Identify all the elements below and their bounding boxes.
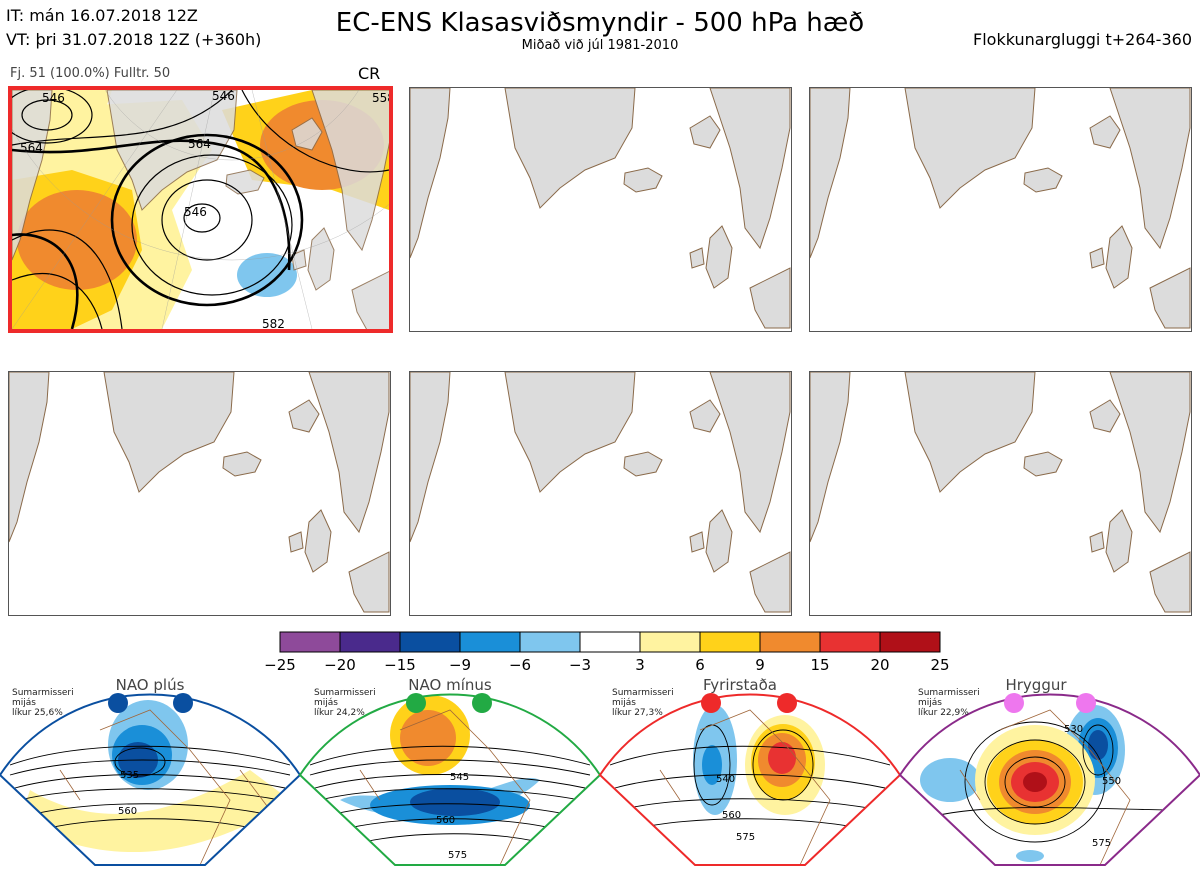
regime-contour-label: 575 <box>1092 838 1111 849</box>
regime-name-nao-plus: NAO plús <box>115 676 185 694</box>
contour-label: 558 <box>372 91 389 105</box>
classification-window: Flokkunargluggi t+264-360 <box>973 30 1192 49</box>
regime-fan-blocking: 540 560 575 <box>598 693 902 866</box>
regime-contour-label: 560 <box>722 810 741 821</box>
regime-marker <box>777 693 797 713</box>
header-times: IT: mán 16.07.2018 12Z VT: þri 31.07.201… <box>6 4 261 52</box>
regime-name-blocking: Fyrirstaða <box>703 676 777 694</box>
regime-contour-label: 575 <box>448 850 467 861</box>
colorbar <box>279 631 941 653</box>
colorbar-tick-label: 6 <box>695 656 705 674</box>
regime-contour-label: 560 <box>118 806 137 817</box>
cluster-map-panel-3[interactable] <box>809 87 1192 332</box>
cluster-map-panel-5[interactable] <box>409 371 792 616</box>
contour-label: 546 <box>42 91 65 105</box>
cluster-code: CR <box>358 64 381 83</box>
regime-contour-label: 530 <box>1064 724 1083 735</box>
colorbar-cell <box>339 631 401 653</box>
colorbar-tick-label: −15 <box>384 656 416 674</box>
cluster-map-panel-4[interactable] <box>8 371 391 616</box>
regime-marker <box>173 693 193 713</box>
contour-label: 546 <box>184 205 207 219</box>
colorbar-cell <box>519 631 581 653</box>
colorbar-cell <box>759 631 821 653</box>
colorbar-tick-label: 3 <box>635 656 645 674</box>
colorbar-tick-label: 9 <box>755 656 765 674</box>
colorbar-tick-label: −20 <box>324 656 356 674</box>
cluster-map-panel-1[interactable]: 546 564 564 546 558 582 546 <box>8 86 393 333</box>
colorbar-tick-label: −6 <box>508 656 532 674</box>
cluster-map-panel-6[interactable] <box>809 371 1192 616</box>
colorbar-cell <box>879 631 941 653</box>
regime-marker <box>108 693 128 713</box>
page-title: EC-ENS Klasasviðsmyndir - 500 hPa hæð <box>335 8 865 38</box>
regime-contour-label: 535 <box>120 770 139 781</box>
regime-contour-label: 575 <box>736 832 755 843</box>
page-subtitle: Miðað við júl 1981-2010 <box>521 38 679 53</box>
regime-fan-nao-minus: 545 560 575 <box>298 693 602 866</box>
regime-info-nao-plus: Sumarmisseri mijás líkur 25,6% <box>12 688 74 718</box>
regime-marker <box>472 693 492 713</box>
colorbar-cell <box>399 631 461 653</box>
contour-label: 564 <box>20 141 43 155</box>
regime-contour-label: 545 <box>450 772 469 783</box>
regime-marker <box>406 693 426 713</box>
regime-marker <box>701 693 721 713</box>
colorbar-tick-label: 15 <box>810 656 830 674</box>
regime-info-nao-minus: Sumarmisseri mijás líkur 24,2% <box>314 688 376 718</box>
colorbar-tick-label: −9 <box>448 656 472 674</box>
colorbar-cell <box>639 631 701 653</box>
cluster-stats: Fj. 51 (100.0%) Fulltr. 50 <box>10 66 171 81</box>
regime-fan-nao-plus: 535 560 <box>0 693 302 866</box>
contour-label: 564 <box>188 137 211 151</box>
colorbar-cell <box>699 631 761 653</box>
regime-contour-label: 540 <box>716 774 735 785</box>
contour-label: 546 <box>212 90 235 103</box>
regime-name-ridge: Hryggur <box>1005 676 1067 694</box>
valid-time: VT: þri 31.07.2018 12Z (+360h) <box>6 30 262 49</box>
colorbar-cell <box>459 631 521 653</box>
colorbar-tick-label: −3 <box>568 656 592 674</box>
regime-contour-label: 550 <box>1102 776 1121 787</box>
colorbar-tick-label: 20 <box>870 656 890 674</box>
regime-marker <box>1004 693 1024 713</box>
regime-marker <box>1076 693 1096 713</box>
regime-fan-ridge: 530 550 575 <box>898 693 1200 866</box>
regime-fans: 535 560 545 560 575 <box>0 693 1200 866</box>
contour-label: 582 <box>262 317 285 329</box>
regime-contour-label: 560 <box>436 815 455 826</box>
colorbar-tick-label: −25 <box>264 656 296 674</box>
regime-info-ridge: Sumarmisseri mijás líkur 22,9% <box>918 688 980 718</box>
regime-info-blocking: Sumarmisseri mijás líkur 27,3% <box>612 688 674 718</box>
cluster-map-panel-2[interactable] <box>409 87 792 332</box>
colorbar-cell <box>279 631 341 653</box>
colorbar-cell <box>579 631 641 653</box>
initial-time: IT: mán 16.07.2018 12Z <box>6 6 198 25</box>
regime-name-nao-minus: NAO mínus <box>408 676 492 694</box>
colorbar-cell <box>819 631 881 653</box>
colorbar-tick-label: 25 <box>930 656 950 674</box>
